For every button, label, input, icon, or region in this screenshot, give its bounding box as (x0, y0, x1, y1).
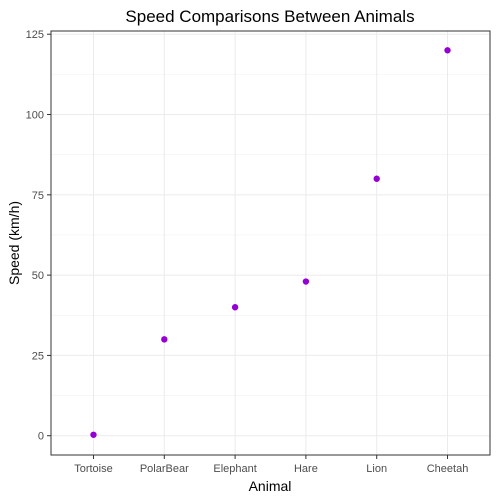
grid-lines (51, 31, 490, 455)
data-point-tortoise (90, 431, 97, 438)
y-axis-title: Speed (km/h) (6, 201, 22, 285)
data-point-elephant (231, 304, 239, 311)
data-point-hare (302, 278, 310, 285)
y-tick-label: 100 (26, 110, 44, 122)
data-point-cheetah (444, 47, 451, 54)
y-tick-label: 25 (32, 350, 44, 362)
data-point-polarbear (161, 336, 168, 343)
x-tick-label: Cheetah (427, 463, 469, 475)
data-point-lion (373, 175, 380, 182)
panel-border (50, 30, 491, 456)
y-tick-label: 50 (32, 270, 44, 282)
x-tick-label: Tortoise (74, 463, 113, 475)
chart-title: Speed Comparisons Between Animals (125, 7, 414, 26)
data-points (90, 47, 451, 438)
x-tick-label: PolarBear (140, 463, 189, 475)
x-tick-label: Lion (366, 463, 387, 475)
x-tick-label: Elephant (213, 463, 256, 475)
y-axis-tick-labels: 0 25 50 75 100 125 (26, 29, 44, 443)
y-tick-label: 0 (38, 431, 44, 443)
axis-ticks (47, 33, 449, 459)
x-axis-tick-labels: Tortoise PolarBear Elephant Hare Lion Cheetah (74, 463, 468, 475)
x-axis-title: Animal (249, 478, 292, 494)
x-tick-label: Hare (294, 463, 318, 475)
y-tick-label: 125 (26, 29, 44, 41)
plot-panel (51, 31, 490, 455)
y-tick-label: 75 (32, 190, 44, 202)
